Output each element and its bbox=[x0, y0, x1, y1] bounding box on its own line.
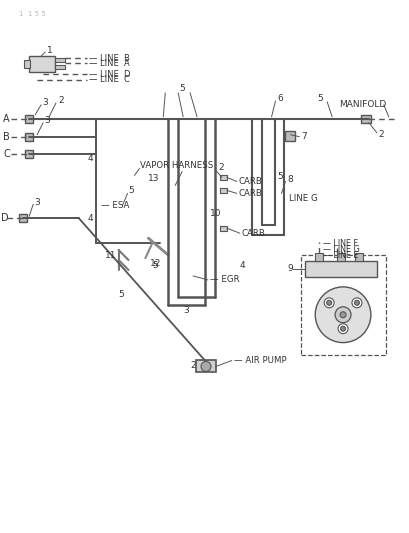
Bar bbox=[25, 115, 33, 123]
Bar bbox=[336, 253, 344, 261]
Text: 4: 4 bbox=[239, 261, 245, 270]
Text: — LINE  B: — LINE B bbox=[89, 54, 129, 62]
Circle shape bbox=[354, 300, 359, 305]
Text: — LINE  D: — LINE D bbox=[89, 69, 130, 78]
Bar bbox=[285, 131, 294, 141]
Text: 5: 5 bbox=[152, 261, 158, 270]
Text: MANIFOLD: MANIFOLD bbox=[338, 100, 385, 109]
Text: 5: 5 bbox=[179, 84, 184, 93]
Circle shape bbox=[324, 298, 333, 308]
Bar bbox=[301, 255, 385, 354]
Circle shape bbox=[339, 312, 345, 318]
Bar bbox=[24, 60, 30, 68]
Text: 3: 3 bbox=[44, 116, 50, 125]
Text: 2: 2 bbox=[58, 96, 63, 106]
Bar bbox=[219, 226, 226, 231]
Text: 13: 13 bbox=[148, 174, 160, 183]
Bar bbox=[305, 261, 376, 277]
Text: — LINE E: — LINE E bbox=[322, 251, 358, 260]
Text: 11: 11 bbox=[104, 251, 116, 260]
Bar bbox=[315, 253, 322, 261]
Text: 12: 12 bbox=[150, 259, 162, 268]
Text: 9: 9 bbox=[287, 264, 292, 273]
Text: 3: 3 bbox=[183, 306, 189, 315]
Text: 5: 5 bbox=[128, 186, 134, 195]
Text: — LINE F: — LINE F bbox=[322, 239, 357, 248]
Text: CARB: CARB bbox=[241, 229, 265, 238]
Bar bbox=[29, 56, 55, 72]
Circle shape bbox=[340, 326, 345, 331]
Text: 5: 5 bbox=[277, 172, 283, 181]
Bar bbox=[360, 115, 370, 123]
Bar bbox=[25, 150, 33, 158]
Text: D: D bbox=[1, 213, 9, 223]
Text: 1  1 5 5: 1 1 5 5 bbox=[19, 11, 46, 17]
Text: C: C bbox=[3, 149, 10, 159]
Text: 2: 2 bbox=[217, 163, 223, 172]
Bar bbox=[55, 58, 65, 62]
Text: CARB: CARB bbox=[238, 189, 262, 198]
Text: — ESA: — ESA bbox=[101, 201, 129, 210]
Text: 3: 3 bbox=[42, 99, 48, 107]
Text: 5: 5 bbox=[118, 290, 124, 300]
Bar bbox=[55, 65, 65, 69]
Text: 8: 8 bbox=[287, 175, 292, 184]
Text: 2: 2 bbox=[190, 361, 195, 370]
Circle shape bbox=[200, 361, 211, 372]
Text: 4: 4 bbox=[88, 154, 93, 163]
Circle shape bbox=[315, 287, 370, 343]
Circle shape bbox=[334, 307, 350, 322]
Text: — LINE  C: — LINE C bbox=[89, 76, 129, 84]
Circle shape bbox=[326, 300, 331, 305]
Text: 4: 4 bbox=[88, 214, 93, 223]
Text: 7: 7 bbox=[301, 132, 306, 141]
Text: — LINE  A: — LINE A bbox=[89, 59, 129, 68]
Bar bbox=[25, 133, 33, 141]
Bar bbox=[219, 188, 226, 193]
Text: 1: 1 bbox=[47, 46, 53, 55]
Bar bbox=[196, 360, 216, 373]
Circle shape bbox=[337, 324, 347, 334]
Text: VAPOR HARNESS: VAPOR HARNESS bbox=[140, 161, 213, 170]
Text: 5: 5 bbox=[317, 94, 322, 103]
Text: LINE G: LINE G bbox=[289, 194, 317, 203]
Text: 6: 6 bbox=[277, 94, 283, 103]
Text: — LINE G: — LINE G bbox=[322, 245, 359, 254]
Text: 10: 10 bbox=[209, 209, 221, 218]
Text: CARB: CARB bbox=[238, 177, 262, 186]
Text: 3: 3 bbox=[34, 198, 40, 207]
Text: — AIR PUMP: — AIR PUMP bbox=[233, 356, 286, 365]
Bar bbox=[354, 253, 362, 261]
Bar bbox=[219, 175, 226, 181]
Bar bbox=[19, 214, 27, 222]
Text: 2: 2 bbox=[378, 130, 384, 139]
Text: B: B bbox=[3, 132, 10, 142]
Circle shape bbox=[351, 298, 361, 308]
Text: A: A bbox=[3, 114, 10, 124]
Text: — EGR: — EGR bbox=[209, 276, 239, 285]
